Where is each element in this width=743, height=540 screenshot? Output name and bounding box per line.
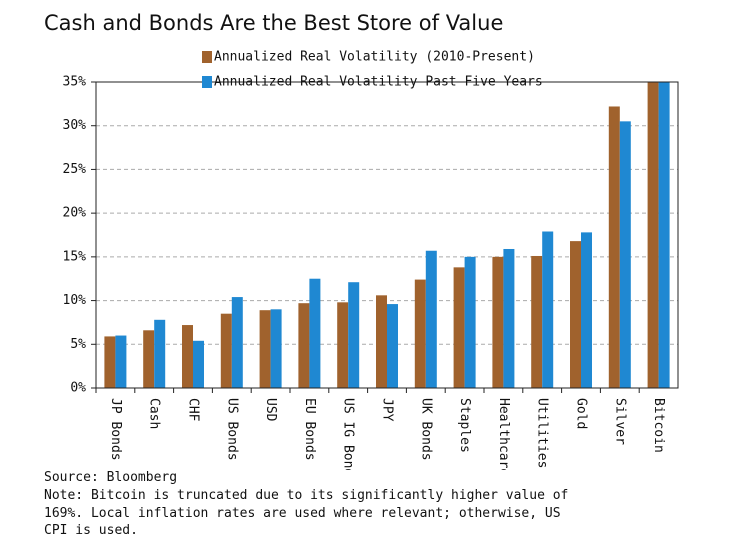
- bar: [298, 303, 310, 388]
- bar: [309, 278, 321, 388]
- x-tick-label: EU Bonds: [302, 398, 317, 461]
- bar: [425, 250, 437, 388]
- bar: [542, 231, 554, 388]
- x-tick-label: US IG Bonds: [341, 398, 356, 470]
- bar: [376, 295, 387, 388]
- x-tick-label: UK Bonds: [418, 398, 433, 461]
- bar: [464, 256, 476, 388]
- legend-swatch: [202, 51, 212, 63]
- y-tick-label: 5%: [70, 337, 86, 352]
- x-tick-label: Bitcoin: [651, 398, 666, 453]
- note: Note: Bitcoin is truncated due to its si…: [44, 488, 569, 538]
- x-tick-label: Utilities: [535, 398, 550, 468]
- y-tick-label: 25%: [63, 162, 87, 177]
- bar: [182, 325, 193, 388]
- bar: [193, 340, 204, 388]
- bar: [531, 255, 543, 388]
- legend-swatch: [202, 76, 212, 88]
- x-tick-label: Healthcare: [496, 398, 511, 470]
- plot-frame: [95, 81, 679, 389]
- chart-title: Cash and Bonds Are the Best Store of Val…: [44, 11, 503, 35]
- bar: [647, 82, 659, 388]
- y-tick-label: 15%: [63, 249, 87, 264]
- bar: [259, 310, 271, 388]
- y-tick-label: 0%: [70, 381, 86, 396]
- x-tick-label: USD: [263, 398, 278, 422]
- x-tick-label: US Bonds: [224, 398, 239, 461]
- x-tick-label: Staples: [457, 398, 472, 453]
- bar: [337, 302, 349, 388]
- legend-label: Annualized Real Volatility (2010-Present…: [214, 50, 535, 65]
- y-tick-label: 10%: [63, 293, 87, 308]
- bar: [608, 106, 620, 388]
- bar: [581, 232, 592, 388]
- bar: [231, 297, 243, 388]
- bar: [270, 309, 282, 388]
- x-tick-label: Gold: [574, 398, 589, 429]
- bar: [220, 313, 232, 388]
- source: Source: Bloomberg: [44, 470, 178, 485]
- bar: [115, 335, 127, 388]
- bar: [143, 330, 155, 388]
- x-tick-label: Cash: [147, 398, 162, 429]
- x-tick-label: CHF: [186, 398, 201, 422]
- bar: [154, 319, 166, 388]
- y-tick-label: 35%: [63, 75, 87, 90]
- y-tick-label: 30%: [63, 118, 87, 133]
- bar: [570, 241, 581, 388]
- bar: [414, 279, 426, 388]
- x-tick-label: JP Bonds: [108, 398, 123, 461]
- x-tick-label: Silver: [612, 398, 627, 445]
- bar: [619, 121, 631, 388]
- bar: [503, 248, 515, 388]
- bar: [348, 282, 360, 388]
- bar: [492, 256, 504, 388]
- bar: [658, 82, 670, 388]
- bar: [104, 336, 116, 388]
- chart: Cash and Bonds Are the Best Store of Val…: [44, 11, 679, 470]
- x-tick-label: JPY: [380, 398, 395, 422]
- bar: [453, 267, 465, 388]
- bar: [387, 304, 398, 388]
- legend-label: Annualized Real Volatility Past Five Yea…: [214, 75, 543, 90]
- y-tick-label: 20%: [63, 206, 87, 221]
